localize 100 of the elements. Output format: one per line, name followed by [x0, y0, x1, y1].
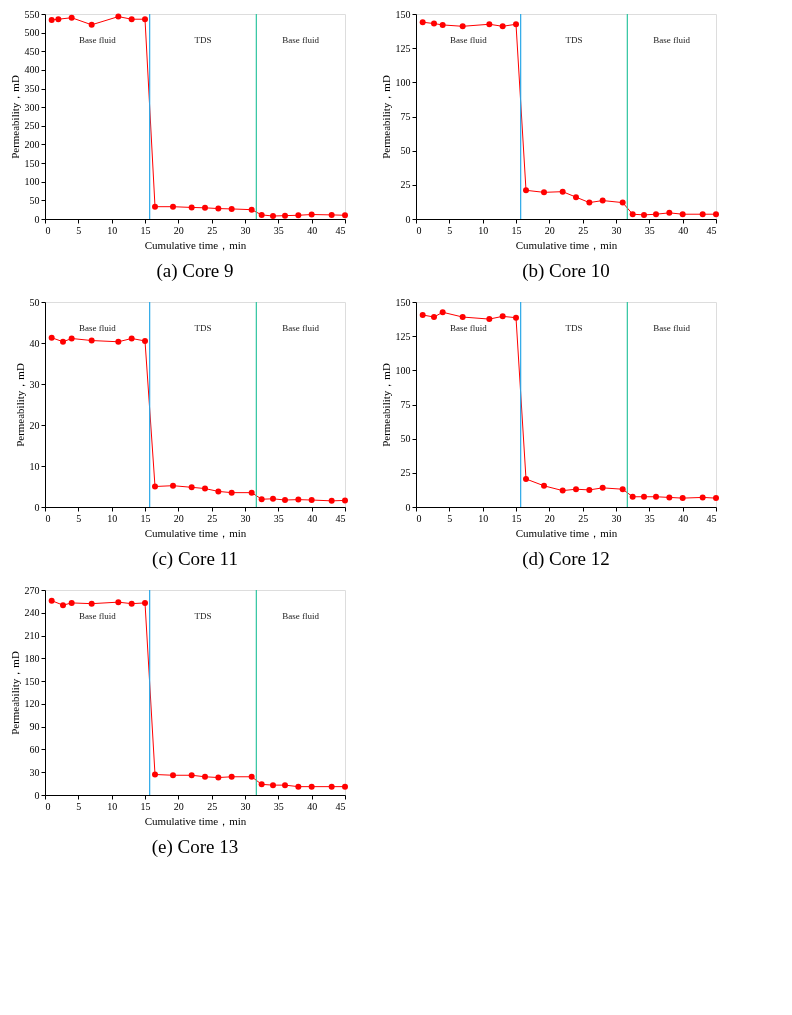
x-tick-label: 35 — [644, 224, 655, 236]
x-axis-title: Cumulative time，min — [515, 238, 618, 251]
y-tick-label: 150 — [24, 157, 40, 169]
y-tick-label: 50 — [400, 145, 411, 157]
x-tick-label: 5 — [76, 224, 82, 236]
point — [586, 199, 593, 206]
y-tick-label: 450 — [24, 45, 40, 57]
x-tick-label: 20 — [173, 512, 184, 524]
y-tick-label: 180 — [24, 652, 40, 664]
point — [60, 602, 66, 609]
x-tick-label: 35 — [644, 512, 655, 524]
point — [419, 19, 426, 26]
point — [713, 211, 719, 218]
annotation: Base fluid — [282, 611, 320, 621]
point — [586, 486, 593, 493]
y-tick-label: 150 — [395, 296, 411, 308]
point — [573, 194, 579, 201]
point — [499, 313, 506, 320]
x-tick-label: 40 — [678, 512, 689, 524]
annotation: TDS — [194, 35, 212, 45]
point — [282, 782, 288, 789]
x-tick-label: 30 — [611, 512, 622, 524]
annotation: TDS — [194, 611, 212, 621]
point — [666, 494, 673, 501]
x-tick-label: 45 — [706, 512, 717, 524]
annotation: Base fluid — [653, 35, 691, 45]
point — [60, 338, 66, 345]
y-tick-label: 550 — [24, 8, 40, 20]
x-tick-label: 15 — [140, 800, 151, 812]
x-tick-label: 10 — [478, 512, 489, 524]
point — [188, 204, 195, 211]
x-tick-label: 30 — [611, 224, 622, 236]
point — [523, 475, 529, 482]
point — [88, 21, 95, 28]
x-tick-label: 45 — [335, 512, 346, 524]
point — [419, 311, 426, 318]
x-tick-label: 40 — [307, 512, 318, 524]
y-axis-title: Permeability，mD — [8, 75, 21, 159]
y-tick-label: 250 — [24, 120, 40, 132]
point — [152, 483, 158, 490]
x-tick-label: 35 — [273, 800, 284, 812]
x-tick-label: 0 — [45, 224, 51, 236]
point — [202, 485, 208, 492]
text: (d) Core 12 — [522, 548, 610, 570]
point — [115, 13, 122, 20]
y-axis-title: Permeability，mD — [8, 651, 21, 735]
point — [599, 484, 606, 491]
x-tick-label: 30 — [240, 224, 251, 236]
point — [152, 203, 158, 210]
x-tick-label: 5 — [447, 224, 453, 236]
x-tick-label: 10 — [478, 224, 489, 236]
point — [88, 337, 95, 344]
y-tick-label: 300 — [24, 101, 40, 113]
x-tick-label: 25 — [207, 512, 218, 524]
x-tick-label: 15 — [511, 224, 522, 236]
annotation: Base fluid — [282, 323, 320, 333]
point — [431, 314, 437, 321]
point — [228, 773, 235, 780]
point — [152, 771, 158, 778]
x-axis-title: Cumulative time，min — [144, 526, 247, 539]
point — [328, 211, 335, 218]
point — [308, 211, 315, 218]
point — [679, 495, 686, 502]
point — [619, 486, 626, 493]
point — [295, 783, 302, 790]
y-tick-label: 0 — [34, 789, 40, 801]
x-tick-label: 25 — [578, 224, 589, 236]
x-tick-label: 10 — [107, 224, 118, 236]
y-tick-label: 25 — [400, 179, 411, 191]
point — [342, 783, 348, 790]
point — [215, 205, 222, 212]
y-tick-label: 40 — [29, 337, 40, 349]
point — [641, 493, 647, 500]
point — [258, 211, 265, 218]
point — [48, 16, 55, 23]
point — [228, 489, 235, 496]
y-tick-label: 120 — [24, 698, 40, 710]
y-tick-label: 150 — [24, 675, 40, 687]
y-tick-label: 50 — [400, 433, 411, 445]
point — [215, 774, 222, 781]
y-tick-label: 210 — [24, 630, 40, 642]
y-tick-label: 500 — [24, 27, 40, 39]
point — [599, 197, 606, 204]
y-tick-label: 30 — [29, 766, 40, 778]
y-tick-label: 90 — [29, 721, 40, 733]
point — [48, 597, 55, 604]
point — [439, 309, 446, 316]
point — [431, 20, 437, 27]
x-tick-label: 5 — [76, 800, 82, 812]
point — [248, 489, 255, 496]
annotation: Base fluid — [78, 323, 117, 333]
point — [128, 335, 135, 342]
y-tick-label: 125 — [395, 330, 411, 342]
point — [629, 493, 636, 500]
x-tick-label: 5 — [76, 512, 82, 524]
point — [228, 205, 235, 212]
point — [541, 482, 547, 489]
x-tick-label: 10 — [107, 512, 118, 524]
point — [202, 204, 208, 211]
point — [699, 494, 706, 501]
